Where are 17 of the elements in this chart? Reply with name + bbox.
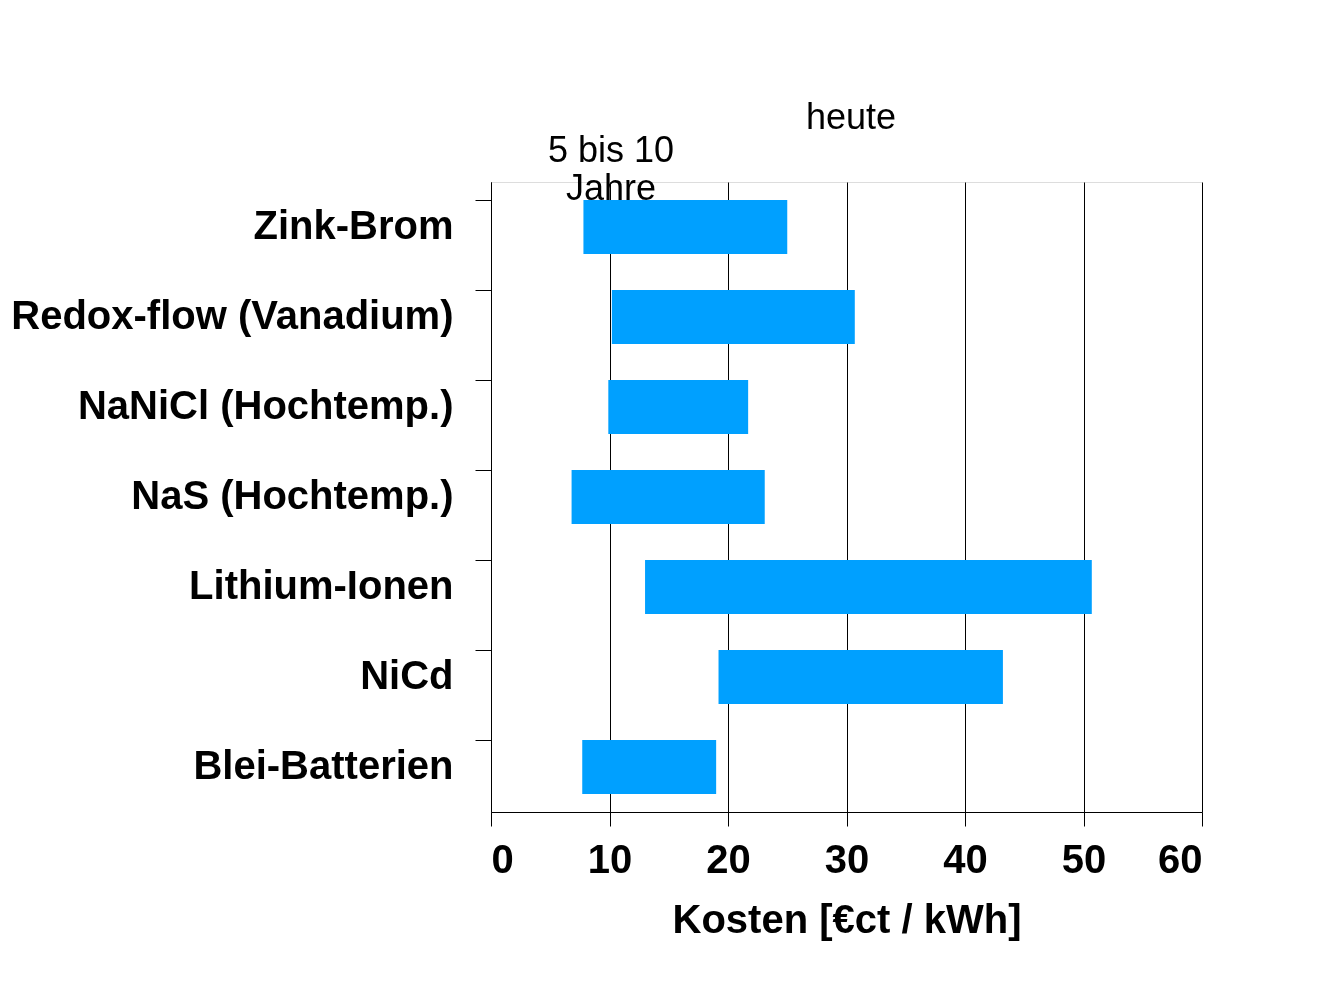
x-tick-label: 10: [587, 836, 633, 881]
x-tick-label: 40: [943, 836, 988, 881]
y-tick-label: NaS (Hochtemp.): [131, 473, 454, 517]
x-axis-title: Kosten [€ct / kWh]: [672, 896, 1022, 941]
annotation: 5 bis 10 Jahre: [547, 129, 675, 208]
y-tick-label: Redox-flow (Vanadium): [11, 293, 454, 337]
y-tick-label: NiCd: [360, 653, 454, 697]
y-tick-label: Zink-Brom: [253, 203, 454, 247]
x-tick-label: 30: [824, 836, 870, 881]
x-tick-label: 50: [1061, 836, 1107, 881]
y-tick-label: NaNiCl (Hochtemp.): [77, 383, 454, 427]
x-tick-label: 0: [491, 836, 514, 881]
x-tick-label: 20: [706, 836, 751, 881]
x-tick-label: 60: [1158, 836, 1203, 881]
y-tick-label: Lithium-Ionen: [189, 563, 454, 607]
text: heute: [805, 96, 897, 137]
y-tick-label: Blei-Batterien: [193, 743, 454, 787]
